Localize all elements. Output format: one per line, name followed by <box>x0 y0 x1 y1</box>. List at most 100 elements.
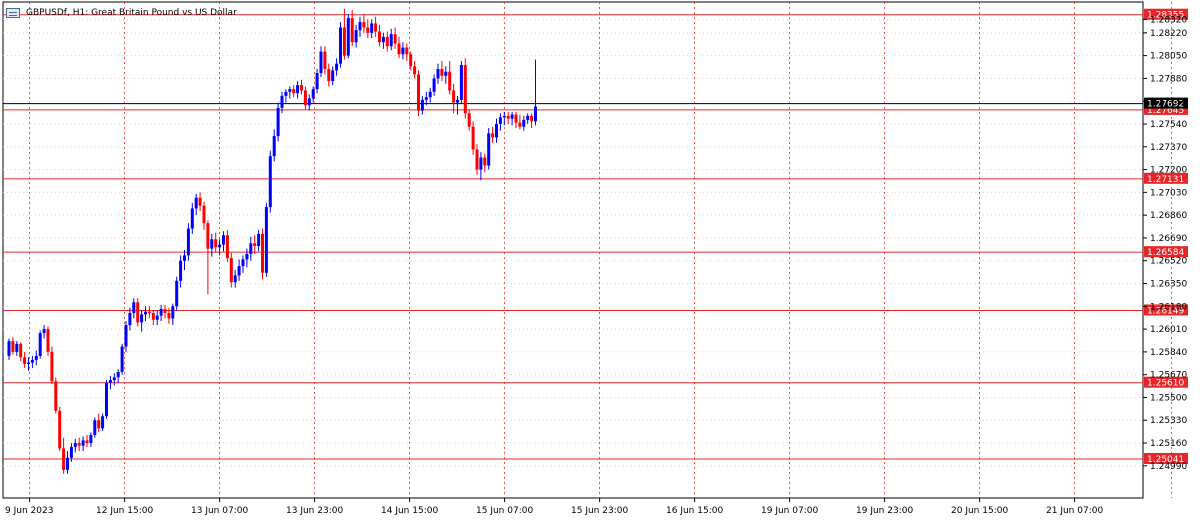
candle-down <box>467 113 471 127</box>
candle-down <box>378 31 381 43</box>
candle-down <box>506 115 510 119</box>
candle-up <box>101 416 105 429</box>
candle-down <box>342 27 346 56</box>
y-tick-label: 1.26690 <box>1150 234 1187 244</box>
y-tick-label: 1.25840 <box>1150 348 1187 358</box>
candle-down <box>229 258 233 283</box>
candle-up <box>268 156 272 208</box>
candle-down <box>397 43 401 55</box>
candle-up <box>93 420 97 435</box>
candle-down <box>85 440 89 444</box>
candle-up <box>498 117 502 124</box>
candle-up <box>534 106 537 122</box>
candle-down <box>448 71 452 91</box>
candle-up <box>27 362 30 364</box>
candle-up <box>264 207 268 273</box>
candle-down <box>327 69 331 82</box>
candle-down <box>374 23 378 32</box>
level-label-bg <box>1144 452 1188 464</box>
candle-down <box>417 74 420 111</box>
y-tick-label: 1.27710 <box>1150 97 1187 107</box>
level-label-bg <box>1144 103 1188 115</box>
candle-up <box>284 91 288 96</box>
x-tick-label: 19 Jun 07:00 <box>761 506 818 516</box>
candle-up <box>171 306 175 319</box>
candle-up <box>479 157 483 170</box>
candle-down <box>261 233 264 273</box>
candle-down <box>385 36 389 47</box>
candle-up <box>179 260 183 281</box>
candle-down <box>163 308 167 314</box>
y-tick-label: 1.27030 <box>1150 188 1187 198</box>
candle-down <box>62 448 66 470</box>
price-axis: 1.28320 1.28220 1.28050 1.27880 1.27710 1.275… <box>1143 15 1187 472</box>
candle-up <box>307 98 311 106</box>
candle-up <box>73 443 77 448</box>
candle-down <box>463 65 467 114</box>
candle-up <box>140 314 144 323</box>
candle-down <box>11 341 15 352</box>
candle-up <box>296 85 300 94</box>
y-tick-label: 1.24990 <box>1150 462 1187 472</box>
y-tick-label: 1.27880 <box>1150 74 1187 84</box>
level-label: 1.25610 <box>1147 379 1184 389</box>
candle-up <box>428 91 432 98</box>
candle-down <box>46 329 50 352</box>
candle-up <box>159 308 163 316</box>
candle-down <box>167 313 171 319</box>
y-tick-label: 1.26860 <box>1150 211 1187 221</box>
candle-up <box>288 89 292 92</box>
candle-up <box>108 380 112 383</box>
level-label-bg <box>1144 246 1188 258</box>
candle-down <box>491 133 495 138</box>
candle-up <box>311 89 315 99</box>
level-label-bg <box>1144 304 1188 316</box>
candle-up <box>502 115 506 118</box>
x-tick-label: 14 Jun 15:00 <box>381 506 438 516</box>
candle-up <box>510 114 514 119</box>
candle-up <box>432 78 436 92</box>
candle-up <box>487 133 491 166</box>
x-tick-label: 15 Jun 23:00 <box>571 506 628 516</box>
candle-down <box>366 27 370 33</box>
candle-up <box>116 371 120 378</box>
candle-up <box>424 97 428 100</box>
candle-up <box>132 302 136 314</box>
candle-down <box>19 343 23 358</box>
y-tick-label: 1.25160 <box>1150 439 1187 449</box>
candle-down <box>323 51 327 70</box>
candle-up <box>456 99 459 103</box>
level-label: 1.25041 <box>1147 455 1184 465</box>
candle-up <box>112 377 116 381</box>
candle-up <box>42 329 46 334</box>
candle-down <box>440 69 444 76</box>
candle-down <box>151 313 155 320</box>
grid <box>2 1 1172 499</box>
candle-up <box>190 208 194 229</box>
candle-up <box>319 51 323 74</box>
horizontal-levels: 1.28355 1.27645 1.27131 1.26584 1.26149 1.256… <box>3 8 1188 465</box>
candle-up <box>120 346 124 372</box>
candle-up <box>210 239 214 249</box>
candle-down <box>202 205 206 224</box>
candle-down <box>147 311 151 314</box>
candle-up <box>183 255 186 261</box>
candle-up <box>381 36 385 43</box>
y-tick-label: 1.27540 <box>1150 120 1187 130</box>
candle-up <box>315 73 319 90</box>
candle-down <box>475 149 479 170</box>
candle-down <box>518 122 522 127</box>
candle-down <box>198 197 202 206</box>
candle-down <box>452 90 456 103</box>
candle-down <box>253 243 257 246</box>
candle-up <box>7 341 11 356</box>
candle-down <box>413 66 417 75</box>
candle-up <box>257 233 261 246</box>
candle-up <box>194 197 198 209</box>
candles <box>7 8 537 474</box>
candle-down <box>214 239 218 248</box>
y-tick-label: 1.25670 <box>1150 371 1187 381</box>
x-tick-label: 13 Jun 07:00 <box>191 506 248 516</box>
y-tick-label: 1.27370 <box>1150 143 1187 153</box>
